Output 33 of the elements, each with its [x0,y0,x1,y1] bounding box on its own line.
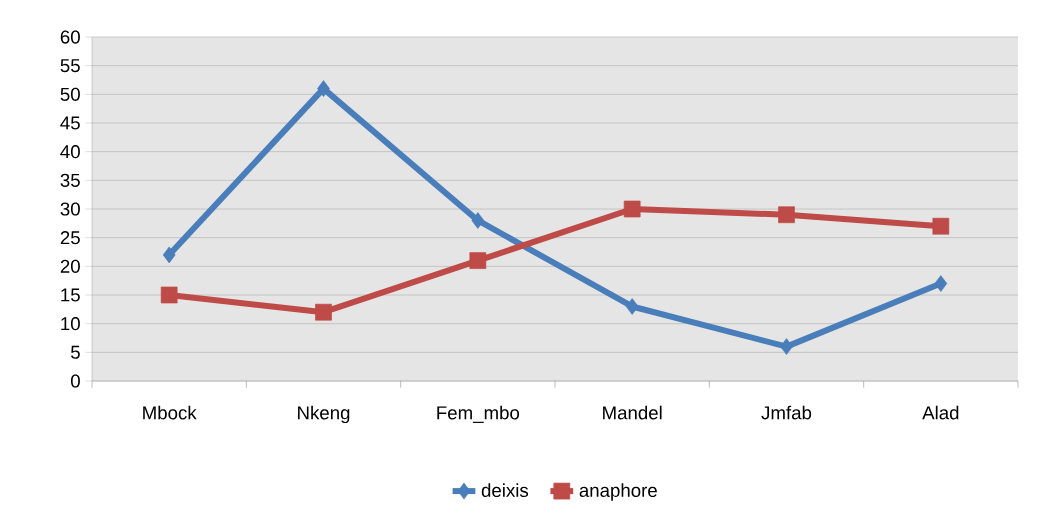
point [778,206,795,224]
legend-label: anaphore [579,483,657,501]
x-tick-label: Nkeng [298,405,350,424]
point [315,303,332,321]
y-tick-label: 60 [60,30,80,44]
y-tick-label: 35 [60,173,80,187]
point [471,212,485,229]
x-tick-label: Alad [922,405,959,420]
point [934,275,948,292]
y-tick-label: 55 [60,59,80,73]
y-tick-label: 5 [71,345,80,359]
y-tick-label: 20 [60,259,80,273]
y-tick-label: 0 [70,374,80,388]
y-tick-label: 45 [60,116,80,130]
y-tick-label: 40 [60,145,80,159]
x-tick-label: Jmfab [761,405,812,420]
legend-label: deixis [481,483,529,498]
y-tick-label: 15 [61,288,80,302]
point [625,298,639,315]
y-tick-label: 30 [60,202,80,216]
point [469,252,487,269]
point [160,286,178,304]
x-tick-label: Mandel [603,405,662,420]
x-tick-label: Fem_mbo [437,405,520,423]
point [623,200,641,218]
point [780,338,793,355]
y-tick-label: 50 [60,87,80,101]
point [317,80,330,97]
y-tick-label: 10 [61,317,80,331]
x-tick-label: Mbock [143,405,197,420]
y-tick-label: 25 [60,231,80,245]
point [162,246,176,264]
point [932,217,950,235]
